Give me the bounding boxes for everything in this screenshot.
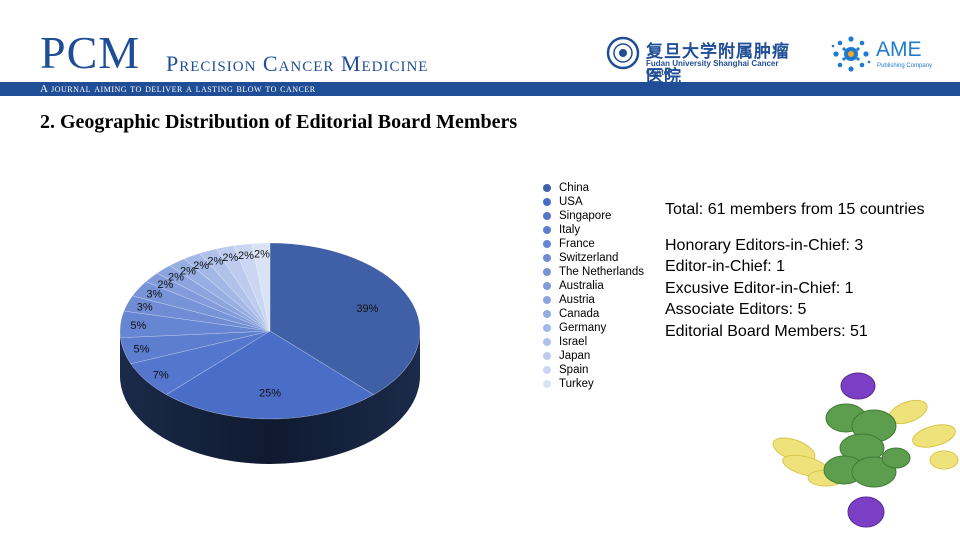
legend-label: Italy bbox=[559, 224, 581, 236]
pie-slice-singapore bbox=[130, 330, 271, 395]
pcm-logo: PCM bbox=[40, 27, 141, 78]
pie-data-label: 2% bbox=[254, 249, 270, 261]
legend-swatch bbox=[543, 282, 551, 290]
header-bar bbox=[0, 82, 960, 96]
pie-data-label: 2% bbox=[222, 252, 238, 264]
legend-label: Germany bbox=[559, 322, 607, 334]
pie-slice-austria bbox=[156, 265, 271, 332]
pie-data-label: 5% bbox=[133, 344, 149, 356]
pie-data-label: 2% bbox=[157, 279, 173, 291]
legend-swatch bbox=[543, 324, 551, 332]
legend-item: Turkey bbox=[543, 377, 644, 391]
legend-item: Italy bbox=[543, 223, 644, 237]
legend-item: Japan bbox=[543, 349, 644, 363]
legend-label: France bbox=[559, 238, 595, 250]
legend-label: Singapore bbox=[559, 210, 612, 222]
pie-data-label: 2% bbox=[238, 250, 254, 262]
info-line: Associate Editors: 5 bbox=[665, 301, 807, 318]
fudan-name-en: Fudan University Shanghai Cancer Center bbox=[646, 59, 779, 77]
info-line: Excusive Editor-in-Chief: 1 bbox=[665, 279, 854, 297]
journal-tagline: A journal aiming to deliver a lasting bl… bbox=[40, 83, 316, 95]
pie-side-wall bbox=[120, 331, 420, 464]
legend-swatch bbox=[543, 198, 551, 206]
pie-slice-china bbox=[269, 242, 421, 395]
pie-data-label: 2% bbox=[193, 260, 209, 272]
pie-slice-israel bbox=[199, 248, 271, 332]
pie-data-label: 5% bbox=[130, 320, 146, 332]
legend-item: Germany bbox=[543, 321, 644, 335]
slide-title: 2. Geographic Distribution of Editorial … bbox=[40, 111, 518, 133]
fudan-logo: 复旦大学附属肿瘤医院 Fudan University Shanghai Can… bbox=[606, 36, 806, 87]
ame-logo: AME Publishing Company bbox=[830, 34, 940, 74]
membership-summary: Total: 61 members from 15 countries Hono… bbox=[665, 199, 925, 342]
legend-label: China bbox=[559, 182, 590, 194]
legend-item: China bbox=[543, 181, 644, 195]
legend-item: Israel bbox=[543, 335, 644, 349]
legend-label: Canada bbox=[559, 308, 600, 320]
legend-swatch bbox=[543, 226, 551, 234]
legend-label: Turkey bbox=[559, 378, 594, 390]
chart-legend: China USA Singapore Italy France Switzerland T… bbox=[543, 181, 644, 391]
legend-item: Austria bbox=[543, 293, 644, 307]
legend-item: France bbox=[543, 237, 644, 251]
legend-label: Australia bbox=[559, 280, 604, 292]
ame-subtitle: Publishing Company bbox=[877, 63, 933, 69]
legend-item: Canada bbox=[543, 307, 644, 321]
pie-slice-turkey bbox=[251, 242, 271, 332]
total-members: Total: 61 members from 15 countries bbox=[665, 201, 925, 218]
pie-data-label: 2% bbox=[168, 272, 184, 284]
pie-data-label: 2% bbox=[180, 265, 196, 277]
legend-swatch bbox=[543, 296, 551, 304]
legend-label: Switzerland bbox=[559, 252, 619, 264]
legend-swatch bbox=[543, 254, 551, 262]
protein-structure-image bbox=[772, 372, 959, 528]
pie-data-label: 25% bbox=[259, 388, 281, 400]
legend-label: Japan bbox=[559, 350, 591, 362]
legend-swatch bbox=[543, 366, 551, 374]
pie-slice-the-netherlands bbox=[132, 281, 271, 332]
legend-label: USA bbox=[559, 196, 583, 208]
journal-name: Precision Cancer Medicine bbox=[166, 51, 429, 76]
info-line: Editorial Board Members: 51 bbox=[665, 322, 868, 340]
legend-item: Australia bbox=[543, 279, 644, 293]
pie-data-label: 39% bbox=[356, 303, 378, 315]
legend-item: Switzerland bbox=[543, 251, 644, 265]
pie-slice-switzerland bbox=[123, 295, 271, 332]
legend-label: Austria bbox=[559, 294, 595, 306]
legend-swatch bbox=[543, 380, 551, 388]
ame-name: AME bbox=[876, 38, 922, 61]
pie-data-label: 2% bbox=[207, 256, 223, 268]
slide-header: PCM Precision Cancer Medicine 复旦大学附属肿瘤医院… bbox=[0, 0, 960, 96]
legend-label: Israel bbox=[559, 336, 588, 348]
pie-slice-japan bbox=[215, 245, 271, 332]
info-line: Honorary Editors-in-Chief: 3 bbox=[665, 236, 864, 254]
pie-slice-italy bbox=[120, 330, 271, 365]
pie-chart: 39%25%7%5%5%3%3%2%2%2%2%2% 2% 2% 2% bbox=[119, 242, 421, 464]
legend-item: Spain bbox=[543, 363, 644, 377]
pie-slice-canada bbox=[169, 258, 271, 332]
pie-slice-australia bbox=[145, 272, 271, 332]
pie-slice-spain bbox=[233, 243, 271, 332]
pie-slice-france bbox=[119, 310, 271, 339]
pie-slice-germany bbox=[183, 252, 271, 332]
legend-item: The Netherlands bbox=[543, 265, 644, 279]
legend-item: Singapore bbox=[543, 209, 644, 223]
legend-swatch bbox=[543, 352, 551, 360]
legend-swatch bbox=[543, 310, 551, 318]
pie-data-label: 3% bbox=[137, 302, 153, 314]
info-line: Editor-in-Chief: 1 bbox=[665, 258, 786, 275]
legend-swatch bbox=[543, 212, 551, 220]
pie-slice-usa bbox=[165, 330, 375, 420]
pie-data-label: 3% bbox=[146, 289, 162, 301]
legend-swatch bbox=[543, 184, 551, 192]
legend-item: USA bbox=[543, 195, 644, 209]
fudan-seal-icon bbox=[606, 36, 640, 70]
legend-swatch bbox=[543, 240, 551, 248]
legend-label: Spain bbox=[559, 364, 589, 376]
legend-swatch bbox=[543, 338, 551, 346]
legend-swatch bbox=[543, 268, 551, 276]
pie-data-label: 7% bbox=[153, 369, 169, 381]
legend-label: The Netherlands bbox=[559, 266, 645, 278]
ame-dots-icon bbox=[831, 36, 871, 72]
